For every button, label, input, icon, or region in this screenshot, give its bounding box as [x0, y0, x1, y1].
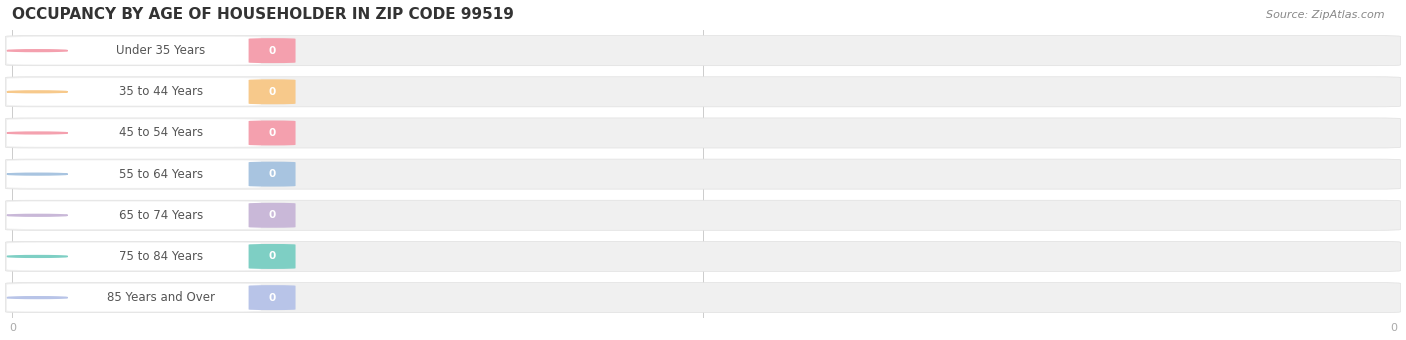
- Text: 0: 0: [269, 87, 276, 97]
- Circle shape: [7, 91, 67, 93]
- FancyBboxPatch shape: [6, 159, 1400, 189]
- FancyBboxPatch shape: [7, 37, 262, 64]
- FancyBboxPatch shape: [6, 77, 1400, 107]
- Text: 0: 0: [269, 252, 276, 261]
- FancyBboxPatch shape: [7, 243, 262, 270]
- Text: 35 to 44 Years: 35 to 44 Years: [120, 85, 202, 98]
- FancyBboxPatch shape: [249, 162, 295, 187]
- FancyBboxPatch shape: [249, 203, 295, 228]
- FancyBboxPatch shape: [249, 38, 295, 63]
- FancyBboxPatch shape: [7, 160, 262, 188]
- FancyBboxPatch shape: [6, 283, 1400, 313]
- Text: 0: 0: [269, 128, 276, 138]
- Circle shape: [7, 297, 67, 299]
- FancyBboxPatch shape: [249, 285, 295, 310]
- Text: Source: ZipAtlas.com: Source: ZipAtlas.com: [1267, 10, 1385, 20]
- FancyBboxPatch shape: [249, 79, 295, 104]
- Circle shape: [7, 132, 67, 134]
- Circle shape: [7, 215, 67, 216]
- Text: 0: 0: [269, 46, 276, 56]
- FancyBboxPatch shape: [7, 202, 262, 229]
- FancyBboxPatch shape: [6, 118, 1400, 148]
- Circle shape: [7, 173, 67, 175]
- Circle shape: [7, 256, 67, 257]
- Text: OCCUPANCY BY AGE OF HOUSEHOLDER IN ZIP CODE 99519: OCCUPANCY BY AGE OF HOUSEHOLDER IN ZIP C…: [13, 7, 515, 22]
- FancyBboxPatch shape: [7, 78, 262, 106]
- Text: 75 to 84 Years: 75 to 84 Years: [120, 250, 202, 263]
- Text: 85 Years and Over: 85 Years and Over: [107, 291, 215, 304]
- Text: Under 35 Years: Under 35 Years: [117, 44, 205, 57]
- FancyBboxPatch shape: [7, 284, 262, 311]
- Text: 0: 0: [269, 210, 276, 220]
- FancyBboxPatch shape: [6, 241, 1400, 271]
- Text: 0: 0: [269, 169, 276, 179]
- FancyBboxPatch shape: [7, 119, 262, 147]
- Text: 55 to 64 Years: 55 to 64 Years: [120, 168, 202, 181]
- Text: 45 to 54 Years: 45 to 54 Years: [120, 126, 202, 139]
- Circle shape: [7, 50, 67, 52]
- Text: 0: 0: [269, 293, 276, 303]
- FancyBboxPatch shape: [249, 120, 295, 146]
- Text: 65 to 74 Years: 65 to 74 Years: [118, 209, 202, 222]
- FancyBboxPatch shape: [6, 36, 1400, 66]
- FancyBboxPatch shape: [249, 244, 295, 269]
- FancyBboxPatch shape: [6, 200, 1400, 230]
